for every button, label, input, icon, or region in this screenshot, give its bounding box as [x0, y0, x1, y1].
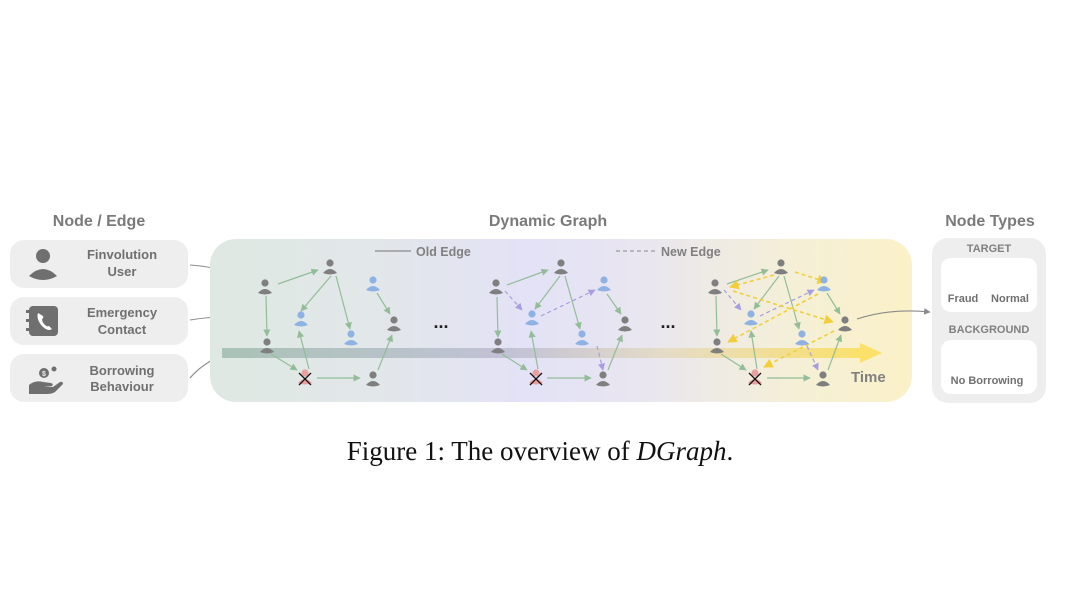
dynamic-graph-panel — [210, 239, 912, 402]
gray-user-node — [774, 259, 788, 275]
normal-label: Normal — [991, 293, 1029, 305]
legend-item-finvolution-user: Finvolution User — [10, 240, 188, 288]
gray-user-node — [258, 279, 272, 295]
new-edge-label: New Edge — [661, 245, 721, 259]
gray-user-node — [816, 371, 830, 387]
legend-item-emergency-contact: Emergency Contact — [10, 297, 188, 345]
background-box — [941, 340, 1037, 394]
legend-label-line2: User — [108, 264, 137, 279]
fraud-user-node — [529, 369, 543, 386]
target-box — [941, 258, 1037, 312]
normal-user-node — [744, 310, 758, 326]
gray-user-node — [260, 338, 274, 354]
gray-user-node — [554, 259, 568, 275]
gray-user-node — [708, 279, 722, 295]
caption-suffix: . — [726, 436, 734, 466]
fraud-user-node — [748, 369, 762, 386]
normal-user-node — [575, 330, 589, 346]
gray-user-node — [618, 316, 632, 332]
time-arrow-shaft — [222, 348, 862, 358]
legend-label-line1: Emergency — [87, 305, 158, 320]
fraud-label: Fraud — [948, 293, 979, 305]
snapshot-2-edges — [494, 268, 623, 382]
snapshot-3-edges — [713, 268, 843, 382]
gray-user-node — [838, 316, 852, 332]
legend-item-borrowing-behaviour: $ Borrowing Behaviour — [10, 354, 188, 402]
normal-user-node — [817, 276, 831, 292]
time-arrow-head — [860, 343, 882, 363]
gray-user-node — [491, 338, 505, 354]
legend-label-line1: Finvolution — [87, 247, 157, 262]
legend-label-line2: Contact — [98, 322, 147, 337]
background-label: BACKGROUND — [949, 324, 1030, 336]
gray-user-node — [366, 371, 380, 387]
legend-label-line2: Behaviour — [90, 379, 154, 394]
time-label: Time — [851, 369, 886, 386]
gray-user-node — [596, 371, 610, 387]
user-icon — [29, 249, 57, 280]
normal-user-node — [597, 276, 611, 292]
snapshot-1-edges — [263, 268, 393, 382]
normal-user-node — [294, 311, 308, 327]
normal-user-node — [366, 276, 380, 292]
right-panel-title: Node Types — [945, 213, 1035, 230]
normal-user-node — [795, 330, 809, 346]
connector-arrow — [856, 308, 931, 320]
normal-user-node — [344, 330, 358, 346]
caption-name: DGraph — [636, 436, 727, 466]
old-edge-label: Old Edge — [416, 245, 471, 259]
hand-money-icon: $ — [29, 366, 63, 394]
left-panel-title: Node / Edge — [53, 213, 146, 230]
target-label: TARGET — [967, 243, 1012, 255]
no-borrowing-label: No Borrowing — [951, 375, 1024, 387]
fraud-user-node — [298, 369, 312, 386]
svg-text:$: $ — [42, 371, 46, 378]
ellipsis: ... — [660, 312, 675, 332]
gray-user-node — [387, 316, 401, 332]
gray-user-node — [489, 279, 503, 295]
legend-label-line1: Borrowing — [90, 363, 155, 378]
phone-book-icon — [26, 306, 58, 336]
gray-user-node — [710, 338, 724, 354]
gray-user-node — [323, 259, 337, 275]
center-panel-title: Dynamic Graph — [489, 213, 607, 230]
normal-user-node — [525, 310, 539, 326]
figure-caption: Figure 1: The overview of DGraph. — [0, 436, 1080, 467]
ellipsis: ... — [433, 312, 448, 332]
caption-prefix: Figure 1: The overview of — [346, 436, 637, 466]
